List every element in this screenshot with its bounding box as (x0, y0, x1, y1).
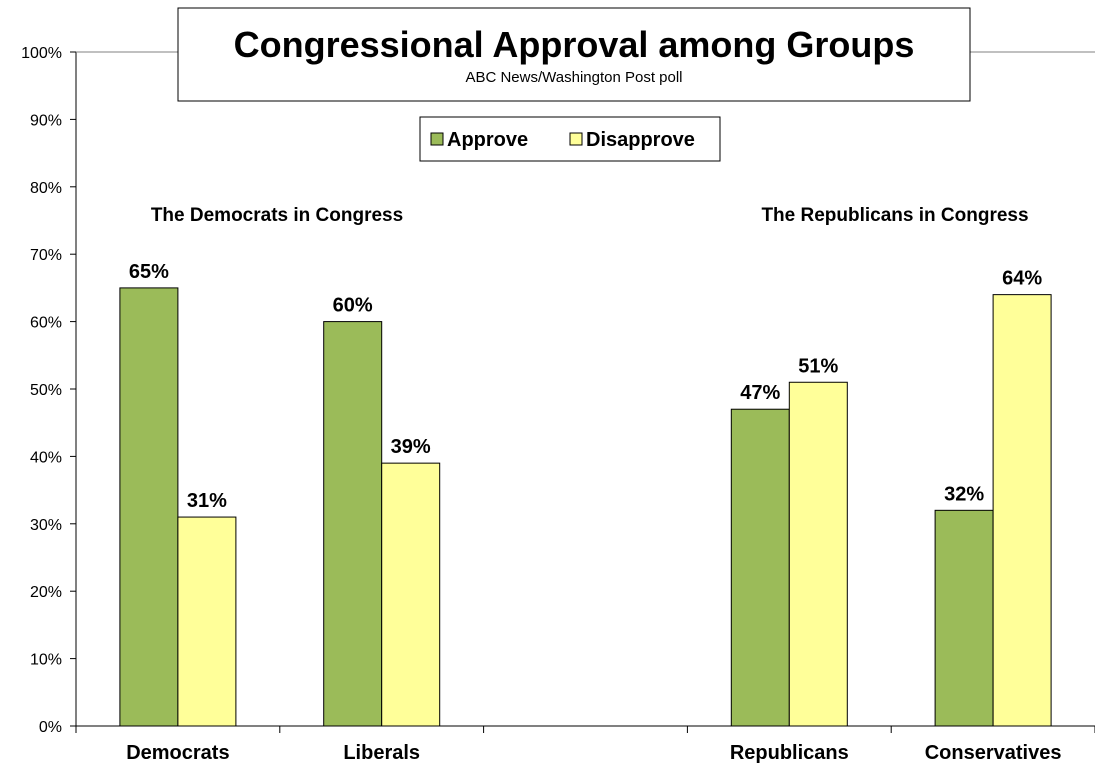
bar-approve-liberals (323, 321, 383, 727)
data-label: 47% (740, 382, 780, 404)
bar-disapprove-conservatives (992, 294, 1052, 727)
bar-disapprove-democrats (177, 516, 237, 727)
x-category-label: Conservatives (925, 742, 1062, 764)
data-label: 60% (333, 295, 373, 317)
x-category-label: Liberals (343, 742, 420, 764)
y-tick-label: 10% (30, 652, 62, 669)
data-label: 32% (944, 483, 984, 505)
data-label: 31% (187, 490, 227, 512)
y-tick-label: 20% (30, 584, 62, 601)
title-border (177, 7, 971, 102)
x-category-label: Republicans (730, 742, 849, 764)
y-tick-label: 70% (30, 247, 62, 264)
bar-disapprove-republicans (788, 381, 848, 727)
legend-label-approve: Approve (447, 129, 528, 151)
y-tick-label: 100% (21, 45, 62, 62)
group-label-republicans: The Republicans in Congress (761, 205, 1028, 226)
bar-disapprove-liberals (381, 462, 441, 727)
bars (119, 287, 1052, 727)
chart-title: Congressional Approval among Groups (234, 24, 915, 65)
y-tick-label: 40% (30, 449, 62, 466)
y-tick-label: 0% (39, 719, 62, 736)
data-label: 64% (1002, 268, 1042, 290)
y-tick-label: 80% (30, 180, 62, 197)
data-label: 65% (129, 261, 169, 283)
y-tick-label: 30% (30, 517, 62, 534)
labels: Democrats Liberals Republicans Conservative… (126, 261, 1061, 764)
legend: Approve Disapprove (419, 116, 721, 162)
bar-approve-conservatives (934, 509, 994, 727)
bar-approve-republicans (730, 408, 790, 727)
group-label-democrats: The Democrats in Congress (151, 205, 403, 226)
x-category-label: Democrats (126, 742, 229, 764)
y-tick-label: 50% (30, 382, 62, 399)
y-tick-label: 90% (30, 112, 62, 129)
data-label: 51% (798, 355, 838, 377)
data-label: 39% (391, 436, 431, 458)
axes: 0% 10% 20% 30% 40% 50% 60% 70% 80% 90% 100% (21, 45, 1095, 736)
title-box: Congressional Approval among Groups ABC … (177, 7, 971, 102)
legend-swatch-disapprove (569, 132, 583, 146)
legend-swatch-approve (430, 132, 444, 146)
bar-approve-democrats (119, 287, 179, 727)
y-tick-label: 60% (30, 315, 62, 332)
legend-label-disapprove: Disapprove (586, 129, 695, 151)
chart-subtitle: ABC News/Washington Post poll (465, 69, 682, 86)
